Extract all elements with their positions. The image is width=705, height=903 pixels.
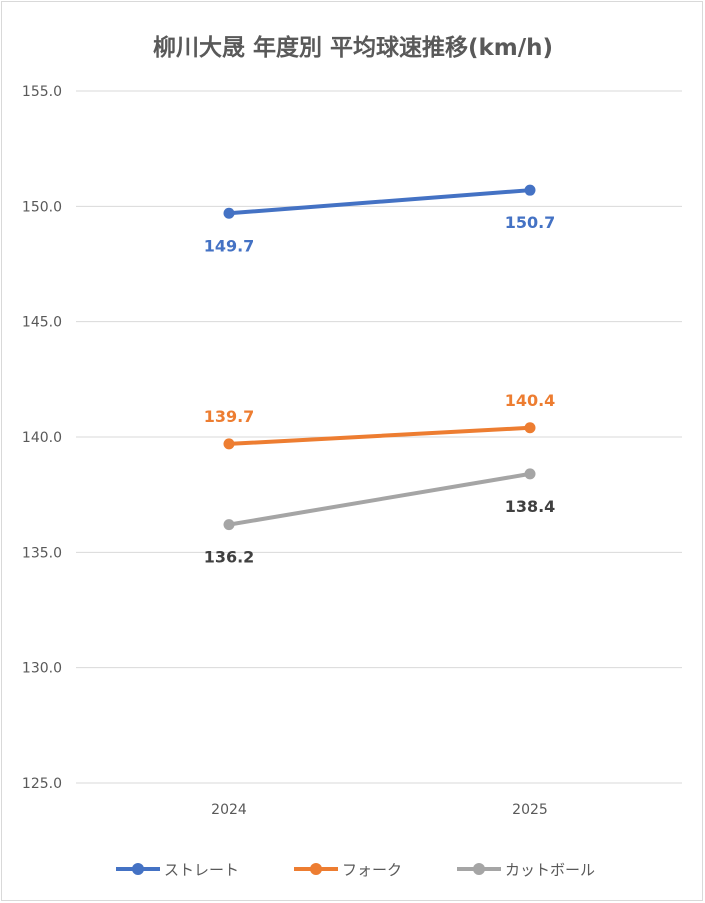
y-tick-label: 150.0 [22,199,62,215]
legend-item: フォーク [294,854,402,884]
legend-label: フォーク [342,860,403,879]
legend-item: ストレート [116,854,239,884]
data-label: 150.7 [505,213,556,232]
data-label: 140.4 [505,391,556,410]
legend-label: カットボール [505,860,596,879]
legend-swatch [457,854,501,884]
data-label: 136.2 [204,548,255,567]
legend: ストレート フォーク カットボール [2,854,704,884]
data-label: 138.4 [505,497,556,516]
legend-label: ストレート [164,860,240,879]
data-label: 139.7 [204,407,255,426]
data-point [524,422,536,434]
data-label: 149.7 [204,236,255,255]
series-line [227,471,532,527]
y-tick-label: 135.0 [22,545,62,561]
data-point [524,468,536,480]
data-point [223,519,235,531]
y-tick-label: 145.0 [22,315,62,331]
x-tick-label: 2025 [512,802,548,818]
series-line [227,425,532,446]
legend-swatch-marker [310,863,322,875]
y-tick-label: 155.0 [22,84,62,100]
data-point [223,438,235,450]
y-tick-label: 140.0 [22,430,62,446]
y-tick-label: 125.0 [22,776,62,792]
data-point [524,184,536,196]
legend-swatch [116,854,160,884]
legend-swatch [294,854,338,884]
series-line [227,188,532,216]
legend-swatch-marker [473,863,485,875]
y-tick-label: 130.0 [22,661,62,677]
chart-title: 柳川大晟 年度別 平均球速推移(km/h) [152,35,554,61]
legend-swatch-marker [132,863,144,875]
legend-item: カットボール [457,854,595,884]
data-point [223,207,235,219]
x-tick-label: 2024 [211,802,247,818]
